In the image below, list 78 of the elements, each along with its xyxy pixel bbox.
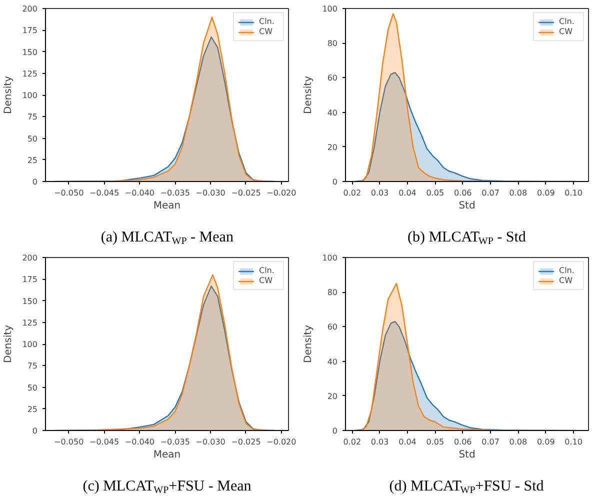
x-tick-label: 0.04 [398,438,416,446]
x-tick-label: −0.035 [160,188,190,198]
y-tick-label: 150 [22,48,38,57]
y-tick-label: 60 [327,322,338,332]
y-tick-label: 125 [22,318,38,328]
y-tick-label: 50 [27,383,38,392]
x-tick-label: −0.035 [160,438,190,446]
x-tick-label: −0.030 [196,188,226,198]
y-tick-label: 125 [22,69,38,78]
x-tick-label: −0.050 [54,438,84,446]
y-tick-label: 75 [27,112,38,122]
y-tick-label: 175 [22,275,38,284]
y-tick-label: 0 [332,426,338,436]
x-tick-label: 0.08 [509,188,528,198]
y-tick-label: 0 [32,178,38,186]
x-tick-label: 0.07 [482,188,500,198]
x-tick-label: 0.03 [370,438,389,446]
x-tick-label: 0.08 [509,438,528,446]
x-tick-label: −0.020 [266,188,296,198]
y-tick-label: 60 [327,74,338,83]
x-axis-title: Std [458,200,476,212]
y-tick-label: 25 [27,404,38,414]
x-tick-label: −0.045 [90,188,120,198]
y-tick-label: 175 [22,26,38,36]
legend-label: Cln. [259,266,276,275]
x-tick-label: −0.020 [266,438,296,446]
y-tick-label: 80 [327,39,338,48]
x-tick-label: −0.050 [54,188,84,198]
y-axis-title: Density [303,324,314,364]
y-tick-label: 200 [22,254,38,262]
legend-label: Cln. [559,266,576,275]
legend-label: Cln. [559,17,576,26]
x-tick-label: 0.06 [454,188,472,198]
x-tick-label: 0.09 [536,188,555,198]
x-tick-label: 0.09 [536,438,555,446]
y-tick-label: 50 [27,134,38,144]
y-tick-label: 200 [22,4,38,14]
y-tick-label: 20 [327,392,338,401]
x-tick-label: 0.05 [426,188,444,198]
x-axis-title: Mean [153,200,181,212]
x-tick-label: −0.025 [231,438,261,446]
x-tick-label: −0.025 [231,188,261,198]
x-tick-label: −0.045 [90,438,120,446]
y-tick-label: 100 [322,254,338,262]
y-axis-title: Density [3,324,14,364]
y-tick-label: 150 [22,296,38,306]
y-tick-label: 80 [327,288,338,298]
x-tick-label: 0.10 [564,188,582,198]
y-tick-label: 0 [332,178,338,186]
y-tick-label: 100 [322,4,338,14]
x-tick-label: 0.03 [370,188,389,198]
x-tick-label: 0.06 [454,438,472,446]
y-axis-title: Density [303,76,314,114]
x-tick-label: −0.040 [124,188,155,198]
legend-label: Cln. [259,17,276,26]
x-tick-label: 0.02 [343,188,362,198]
legend-label: CW [259,27,274,36]
x-axis-title: Mean [153,450,181,460]
x-axis-title: Std [458,450,476,460]
legend-label: CW [259,276,274,285]
legend-label: CW [559,27,574,36]
y-tick-label: 100 [22,91,38,100]
x-tick-label: 0.05 [426,438,444,446]
x-tick-label: −0.030 [196,438,226,446]
y-tick-label: 25 [27,156,38,165]
x-tick-label: 0.07 [482,438,500,446]
x-tick-label: −0.040 [124,438,155,446]
y-tick-label: 20 [327,142,338,152]
y-tick-label: 0 [32,426,38,436]
x-tick-label: 0.04 [398,188,416,198]
y-tick-label: 75 [27,362,38,371]
y-tick-label: 100 [22,340,38,349]
y-tick-label: 40 [327,357,338,366]
y-tick-label: 40 [327,108,338,118]
x-tick-label: 0.10 [564,438,582,446]
legend-label: CW [559,276,574,285]
x-tick-label: 0.02 [343,438,362,446]
y-axis-title: Density [3,76,14,114]
